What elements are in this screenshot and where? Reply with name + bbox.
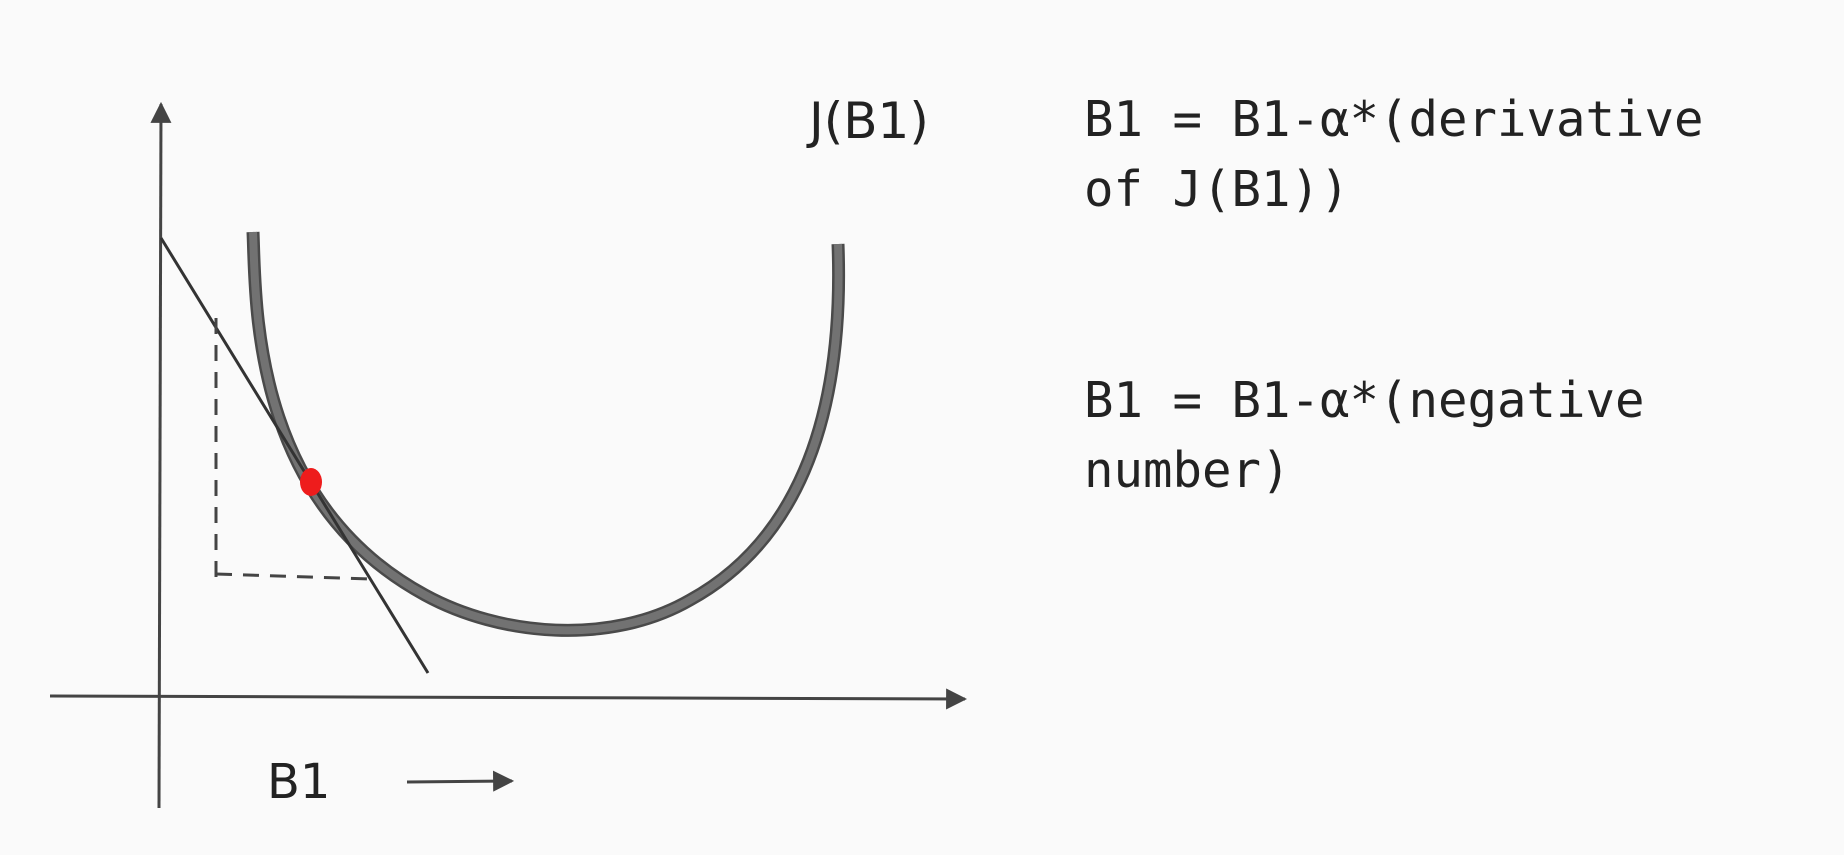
formula-negative: B1 = B1-α*(negative number): [1084, 366, 1645, 506]
dashed-run-line: [215, 572, 373, 581]
cost-curve: [249, 231, 843, 635]
formula-derivative: B1 = B1-α*(derivative of J(B1)): [1084, 85, 1704, 225]
tangent-line: [159, 237, 430, 674]
formula-line: B1 = B1-α*(derivative: [1084, 91, 1704, 148]
curve-label: J(B1): [809, 92, 929, 150]
y-axis: [150, 101, 172, 809]
formula-line: of J(B1)): [1084, 161, 1350, 218]
formula-line: B1 = B1-α*(negative: [1084, 372, 1645, 429]
direction-arrow: [406, 770, 515, 792]
cost-curve-outline: [246, 231, 846, 637]
formula-line: number): [1084, 442, 1291, 499]
x-axis-label: B1: [267, 754, 331, 810]
current-point-marker: [300, 468, 322, 496]
x-axis: [49, 688, 968, 710]
